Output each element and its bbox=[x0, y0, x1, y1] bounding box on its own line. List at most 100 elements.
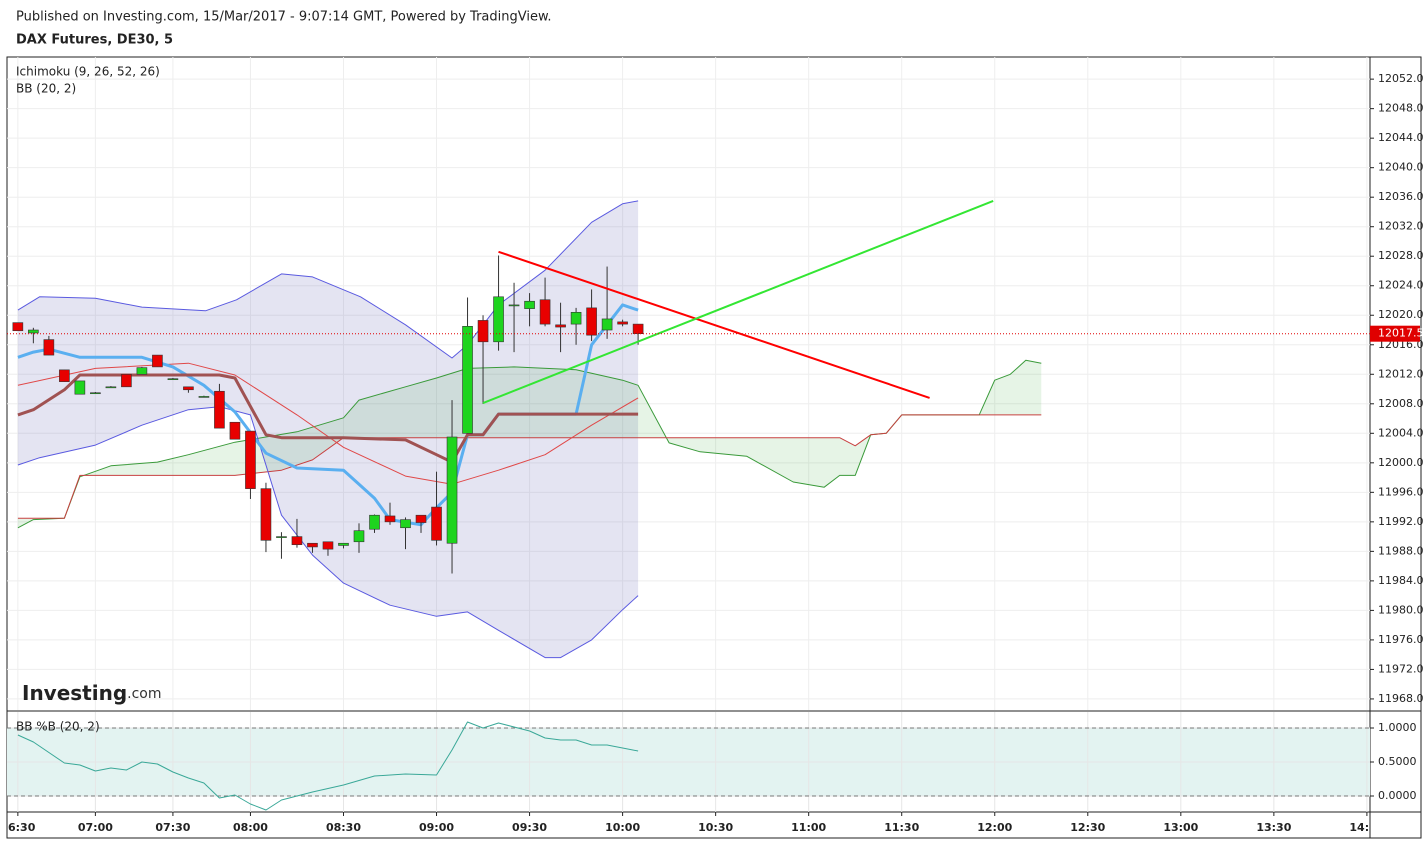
y-tick-label: 0.5000 bbox=[1378, 755, 1417, 768]
candle-body bbox=[601, 318, 613, 331]
candle-body bbox=[291, 536, 303, 546]
candle-body bbox=[384, 515, 396, 523]
y-tick-label: 12044.0 bbox=[1378, 131, 1424, 144]
candle-body bbox=[28, 329, 39, 334]
x-tick-label: 14:00 bbox=[1349, 821, 1384, 834]
x-tick-label: 07:30 bbox=[155, 821, 190, 834]
candle-body bbox=[493, 296, 504, 343]
bb-upper-line bbox=[17, 200, 639, 359]
trend-line bbox=[482, 199, 994, 405]
x-tick-label: 08:00 bbox=[233, 821, 268, 834]
candle-body bbox=[539, 299, 551, 325]
x-tick-label: 08:30 bbox=[326, 821, 361, 834]
candle-body bbox=[353, 530, 365, 543]
x-tick-label: 06:30 bbox=[0, 821, 35, 834]
x-tick-label: 10:00 bbox=[605, 821, 640, 834]
candle-body bbox=[90, 392, 101, 395]
x-tick-label: 09:00 bbox=[419, 821, 454, 834]
candle-body bbox=[477, 320, 489, 343]
published-note: Published on Investing.com, 15/Mar/2017 … bbox=[16, 10, 552, 25]
candle-body bbox=[183, 386, 194, 391]
y-tick-label: 12012.0 bbox=[1378, 367, 1424, 380]
candle-body bbox=[105, 386, 117, 389]
candle-body bbox=[152, 354, 163, 368]
logo: Investing.com bbox=[22, 681, 162, 705]
x-tick-label: 10:30 bbox=[698, 821, 733, 834]
candle-body bbox=[43, 339, 55, 356]
x-tick-label: 11:30 bbox=[884, 821, 919, 834]
x-tick-label: 12:30 bbox=[1070, 821, 1105, 834]
logo-brand: Investing bbox=[22, 681, 127, 705]
last-price-box bbox=[1370, 325, 1420, 342]
y-tick-label: 0.0000 bbox=[1378, 789, 1417, 802]
logo-suffix: .com bbox=[127, 686, 161, 702]
lower-plot bbox=[7, 712, 1370, 812]
trend-line bbox=[498, 250, 930, 399]
y-tick-label: 11984.0 bbox=[1378, 574, 1424, 587]
candle-body bbox=[307, 542, 318, 548]
candle-body bbox=[245, 430, 256, 489]
percent-b-line bbox=[17, 721, 639, 811]
indicator-label: BB (20, 2) bbox=[16, 82, 76, 96]
bb-lower-line bbox=[17, 406, 639, 659]
candle-body bbox=[369, 514, 380, 530]
x-tick-label: 11:00 bbox=[791, 821, 826, 834]
y-tick-label: 11992.0 bbox=[1378, 515, 1424, 528]
candle-body bbox=[524, 300, 535, 309]
time-axis: 06:30 07:00 07:30 08:00 08:30 09:00 09:30 10:00… bbox=[0, 821, 1384, 834]
x-tick-label: 12:00 bbox=[977, 821, 1012, 834]
y-tick-label: 11968.0 bbox=[1378, 692, 1424, 705]
candle-body bbox=[136, 367, 148, 375]
candle-body bbox=[322, 541, 334, 550]
y-tick-label: 12004.0 bbox=[1378, 426, 1424, 439]
candle-body bbox=[462, 326, 473, 434]
y-tick-label: 1.0000 bbox=[1378, 721, 1417, 734]
y-tick-label: 12040.0 bbox=[1378, 161, 1424, 174]
candle-body bbox=[12, 322, 24, 332]
candle-body bbox=[415, 514, 427, 523]
x-tick-label: 07:00 bbox=[78, 821, 113, 834]
candle-body bbox=[446, 436, 458, 544]
lower-panel-title: BB %B (20, 2) bbox=[16, 720, 100, 734]
x-tick-label: 13:00 bbox=[1163, 821, 1198, 834]
y-tick-label: 11988.0 bbox=[1378, 544, 1424, 557]
candle-body bbox=[229, 421, 241, 440]
y-tick-label: 12024.0 bbox=[1378, 279, 1424, 292]
y-tick-label: 12032.0 bbox=[1378, 220, 1424, 233]
y-tick-label: 12048.0 bbox=[1378, 102, 1424, 115]
symbol-title: DAX Futures, DE30, 5 bbox=[16, 33, 173, 48]
indicator-label: Ichimoku (9, 26, 52, 26) bbox=[16, 65, 160, 79]
y-tick-label: 12008.0 bbox=[1378, 397, 1424, 410]
y-tick-label: 12000.0 bbox=[1378, 456, 1424, 469]
y-tick-label: 12020.0 bbox=[1378, 308, 1424, 321]
x-tick-label: 13:30 bbox=[1256, 821, 1291, 834]
y-tick-label: 11972.0 bbox=[1378, 662, 1424, 675]
y-tick-label: 11996.0 bbox=[1378, 485, 1424, 498]
candle-body bbox=[167, 378, 179, 381]
candle-body bbox=[59, 369, 70, 382]
candle-body bbox=[617, 321, 628, 325]
frame bbox=[6, 56, 1422, 839]
y-tick-label: 11976.0 bbox=[1378, 633, 1424, 646]
candle-body bbox=[570, 311, 582, 325]
candle-body bbox=[260, 488, 272, 541]
candle-body bbox=[586, 307, 597, 336]
candle-body bbox=[400, 519, 411, 529]
kijun-line bbox=[17, 373, 639, 464]
candle-body bbox=[508, 304, 520, 307]
axes: 11968.0 11972.0 11976.0 11980.0 11984.0 11988… bbox=[17, 72, 1424, 816]
bollinger-fill bbox=[17, 200, 639, 658]
candle-body bbox=[431, 506, 442, 541]
candle-body bbox=[338, 542, 349, 546]
bb-basis-line bbox=[17, 362, 639, 485]
candle-body bbox=[121, 373, 132, 388]
cloud-fill bbox=[17, 360, 1042, 528]
last-price-label: 12017.5 bbox=[1378, 327, 1424, 340]
span-b-line bbox=[17, 414, 1042, 519]
candle-body bbox=[276, 536, 287, 538]
candle-body bbox=[632, 323, 644, 334]
main-plot bbox=[7, 57, 1370, 710]
x-tick-label: 09:30 bbox=[512, 821, 547, 834]
y-tick-label: 12036.0 bbox=[1378, 190, 1424, 203]
